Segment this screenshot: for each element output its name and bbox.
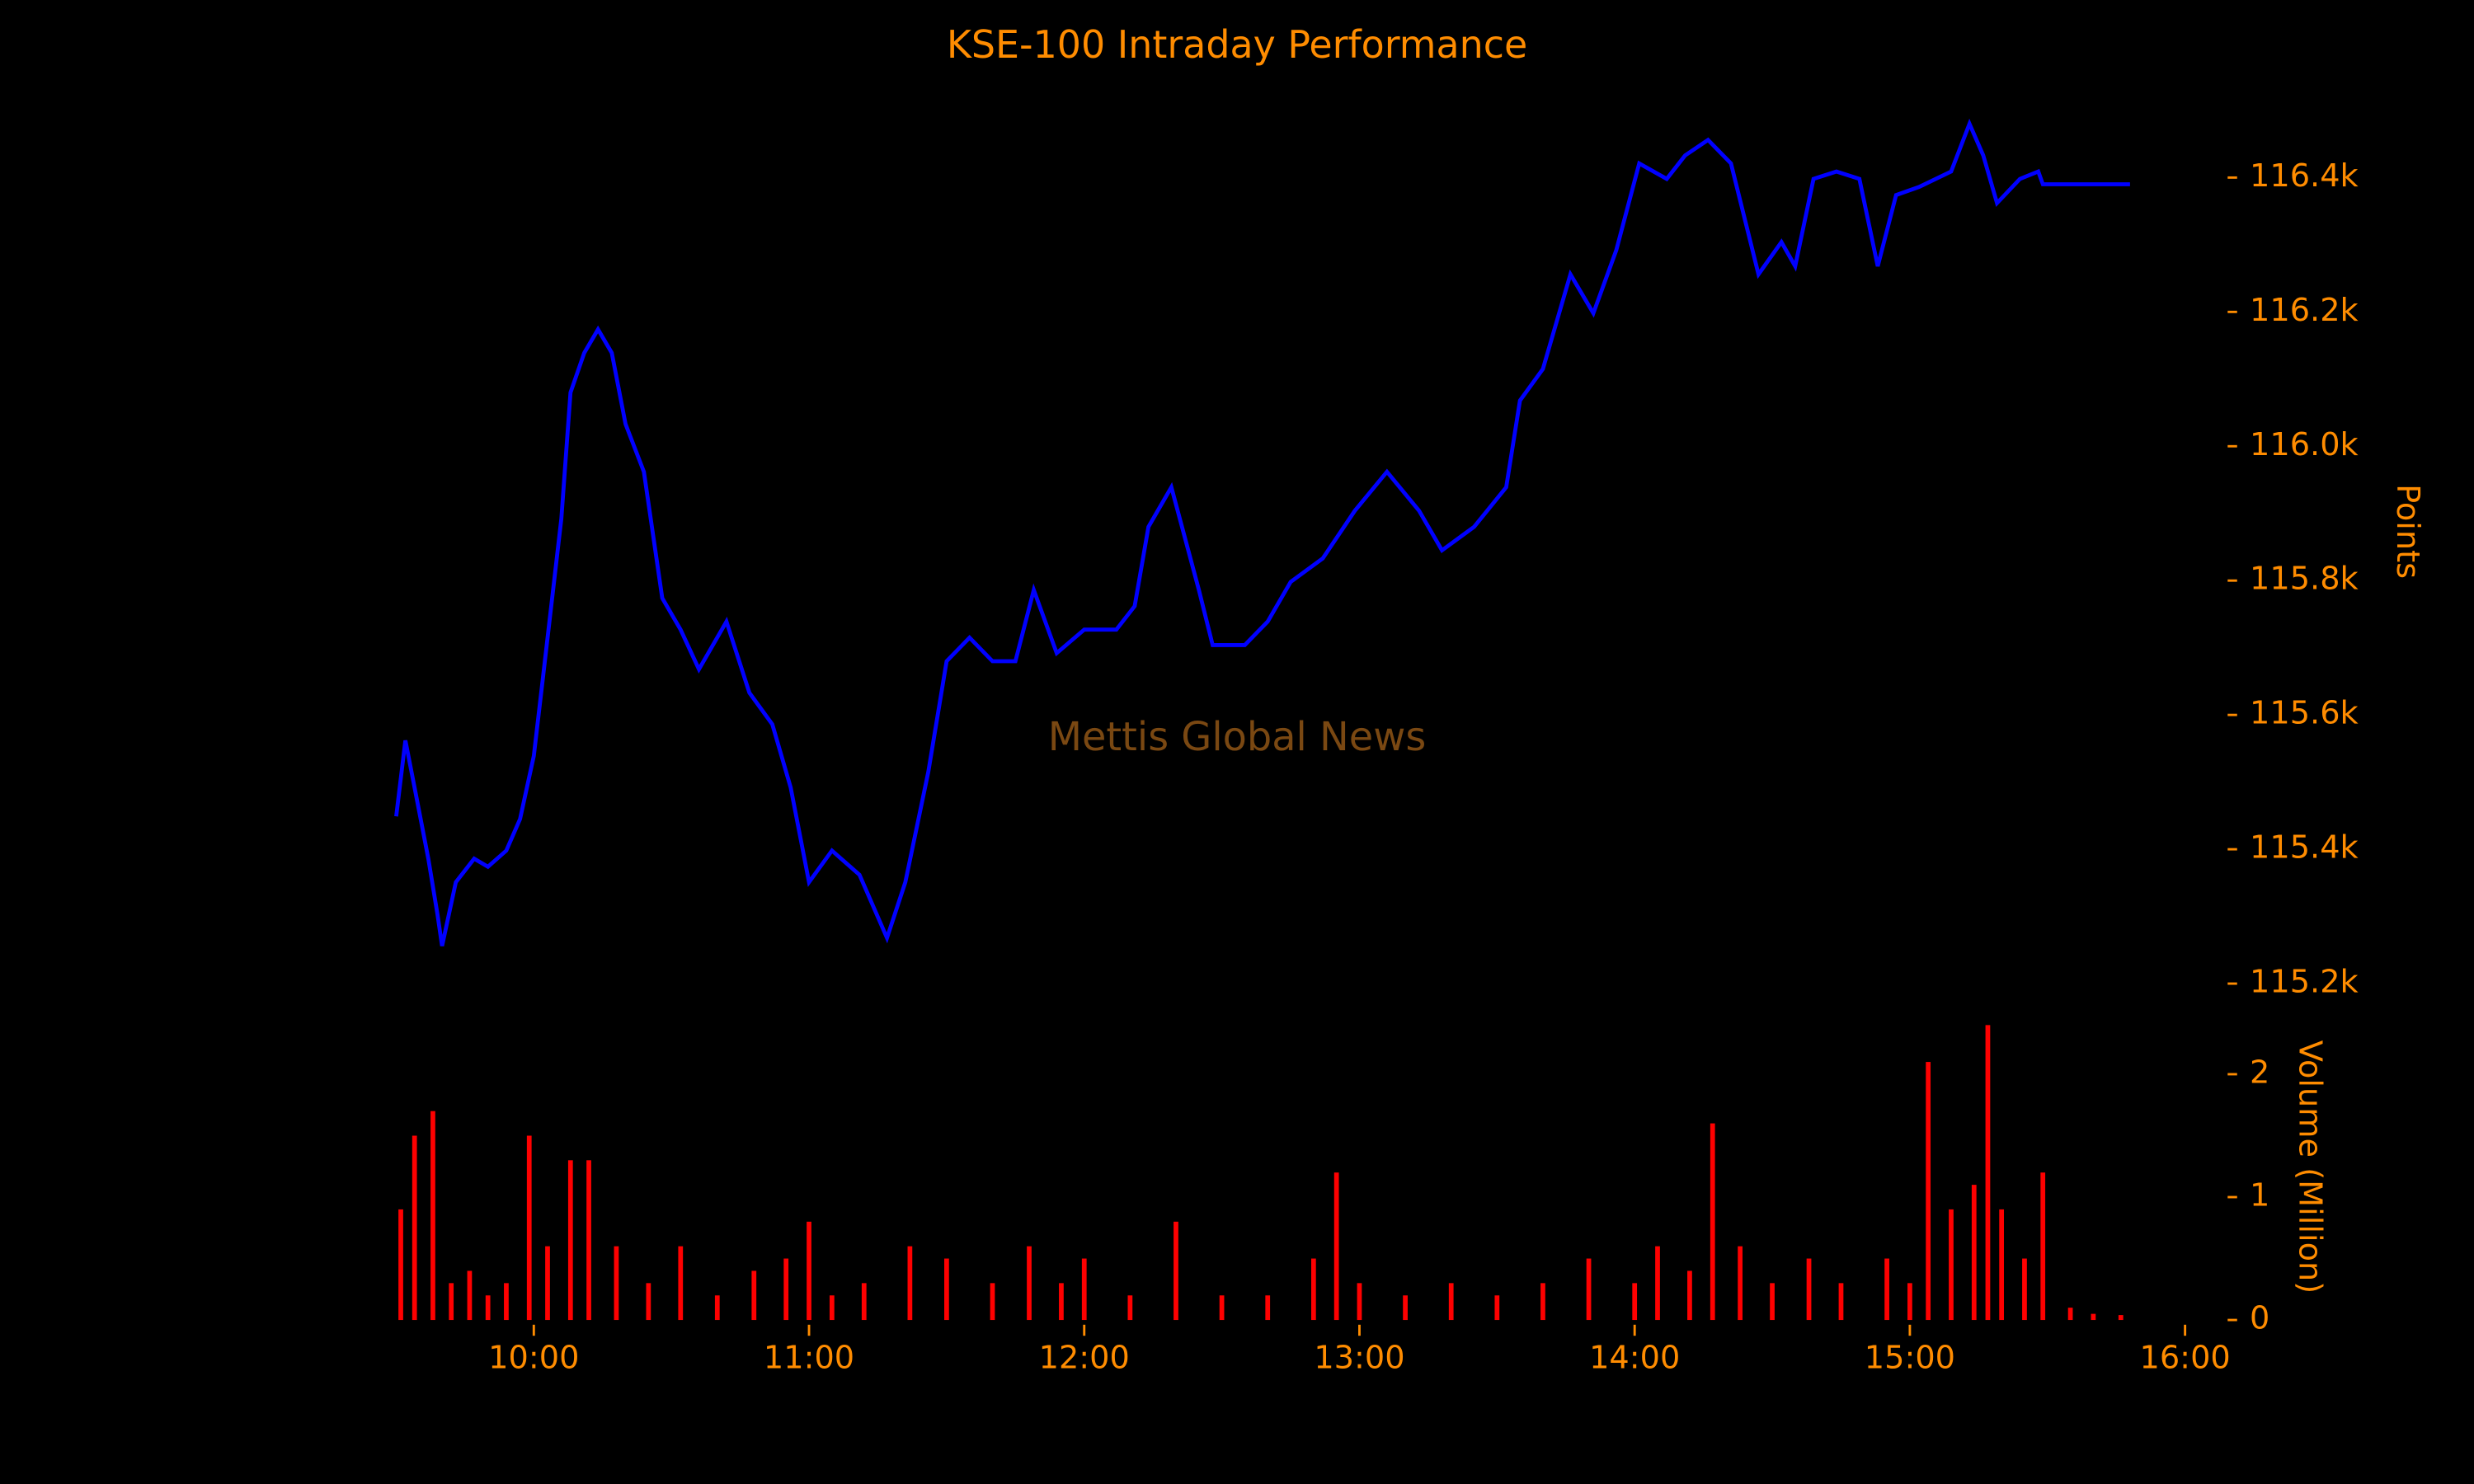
y-axis-label: Volume (Million) [2291, 1040, 2328, 1294]
volume-bar [1174, 1221, 1178, 1321]
volume-bar [861, 1283, 867, 1321]
volume-bar [829, 1295, 835, 1321]
volume-bar [1540, 1283, 1545, 1321]
y-axis-label: Points [2389, 484, 2426, 579]
x-tick-label: 13:00 [1314, 1339, 1404, 1376]
volume-bar [990, 1283, 995, 1321]
volume-bar [1985, 1025, 1991, 1321]
volume-bar [1770, 1283, 1775, 1321]
volume-bar [1494, 1295, 1500, 1321]
volume-bar [1310, 1258, 1316, 1321]
x-tick-label: 15:00 [1865, 1339, 1955, 1376]
volume-bar [545, 1246, 550, 1321]
chart-title: KSE-100 Intraday Performance [947, 22, 1527, 67]
volume-bar [1357, 1283, 1362, 1321]
volume-bar [1806, 1258, 1812, 1321]
volume-bar [1632, 1283, 1638, 1321]
x-tick-label: 12:00 [1039, 1339, 1130, 1376]
y-tick-label: 2 [2250, 1054, 2269, 1091]
y-tick-label: 115.4k [2250, 829, 2359, 866]
volume-bar [1448, 1283, 1454, 1321]
volume-bar [526, 1135, 532, 1321]
volume-bar [485, 1295, 491, 1321]
volume-bar [714, 1295, 720, 1321]
x-tick-label: 10:00 [488, 1339, 579, 1376]
x-tick-label: 14:00 [1589, 1339, 1680, 1376]
volume-bar [1586, 1258, 1592, 1321]
volume-bar [1710, 1123, 1715, 1321]
volume-bar [2118, 1315, 2124, 1321]
price-line [394, 118, 2130, 946]
volume-bar [398, 1209, 403, 1321]
volume-bar [1907, 1283, 1912, 1321]
volume-bar [1838, 1283, 1844, 1321]
y-tick-label: 116.2k [2250, 292, 2359, 329]
volume-bar [2040, 1172, 2046, 1321]
volume-bar [430, 1111, 435, 1321]
volume-bar [467, 1270, 473, 1321]
volume-bar [449, 1283, 454, 1321]
volume-bar [1333, 1172, 1339, 1321]
y-tick-label: 1 [2250, 1177, 2269, 1214]
y-tick-label: 115.8k [2250, 561, 2359, 598]
volume-bar [646, 1283, 651, 1321]
volume-bar [1738, 1246, 1743, 1321]
volume-bar [567, 1160, 573, 1321]
volume-bar [1127, 1295, 1133, 1321]
y-tick-label: 115.2k [2250, 964, 2359, 1001]
volume-bar [1027, 1246, 1032, 1321]
y-tick-label: 115.6k [2250, 695, 2359, 732]
volume-bar [1265, 1295, 1271, 1321]
volume-bar [2091, 1313, 2096, 1321]
volume-bar [586, 1160, 591, 1321]
volume-bar [783, 1258, 789, 1321]
volume-bar [504, 1283, 509, 1321]
volume-bar [907, 1246, 913, 1321]
watermark: Mettis Global News [1048, 715, 1426, 760]
y-tick-label: 0 [2250, 1300, 2269, 1337]
volume-bar [1999, 1209, 2005, 1321]
volume-bar [1926, 1062, 1931, 1321]
y-tick-label: 116.0k [2250, 426, 2359, 463]
volume-bar [807, 1221, 811, 1321]
x-tick-label: 16:00 [2140, 1339, 2231, 1376]
x-tick-label: 11:00 [764, 1339, 854, 1376]
volume-bar [1655, 1246, 1660, 1321]
volume-bar [1971, 1185, 1977, 1321]
volume-bar [2022, 1258, 2027, 1321]
volume-bar [412, 1135, 417, 1321]
y-tick-label: 116.4k [2250, 157, 2359, 195]
volume-bar [1219, 1295, 1225, 1321]
volume-bar [944, 1258, 949, 1321]
volume-bar [1059, 1283, 1064, 1321]
volume-bar [1081, 1258, 1087, 1321]
volume-bar [751, 1270, 757, 1321]
volume-bar [1949, 1209, 1954, 1321]
volume-bar [1687, 1270, 1692, 1321]
volume-bar [2067, 1308, 2073, 1321]
volume-bar [1403, 1295, 1408, 1321]
volume-bar [678, 1246, 684, 1321]
volume-bar [1884, 1258, 1889, 1321]
volume-bar [614, 1246, 619, 1321]
